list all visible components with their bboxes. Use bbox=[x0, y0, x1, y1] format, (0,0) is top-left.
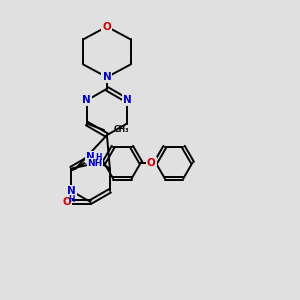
Text: H: H bbox=[68, 195, 74, 204]
Text: N: N bbox=[103, 72, 111, 82]
Text: O: O bbox=[103, 22, 111, 32]
Text: O: O bbox=[147, 158, 156, 168]
Text: N: N bbox=[82, 95, 91, 105]
Text: N: N bbox=[67, 186, 76, 196]
Text: NH: NH bbox=[87, 159, 103, 168]
Text: H: H bbox=[96, 153, 102, 162]
Text: CH₃: CH₃ bbox=[113, 125, 129, 134]
Text: N: N bbox=[123, 95, 131, 105]
Text: O: O bbox=[62, 197, 71, 207]
Text: N: N bbox=[86, 152, 95, 162]
